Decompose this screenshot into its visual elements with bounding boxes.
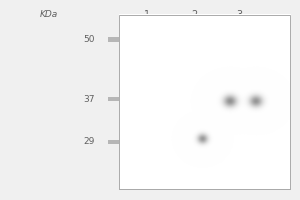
Text: 37: 37 [83, 95, 95, 104]
FancyBboxPatch shape [108, 37, 124, 42]
Text: KDa: KDa [40, 10, 58, 19]
FancyBboxPatch shape [108, 140, 124, 144]
Text: 2: 2 [192, 10, 198, 20]
Text: 3: 3 [236, 10, 243, 20]
Text: 29: 29 [83, 137, 95, 146]
Text: 1: 1 [144, 10, 150, 20]
FancyBboxPatch shape [118, 15, 290, 189]
FancyBboxPatch shape [108, 97, 124, 101]
Text: 50: 50 [83, 35, 95, 44]
